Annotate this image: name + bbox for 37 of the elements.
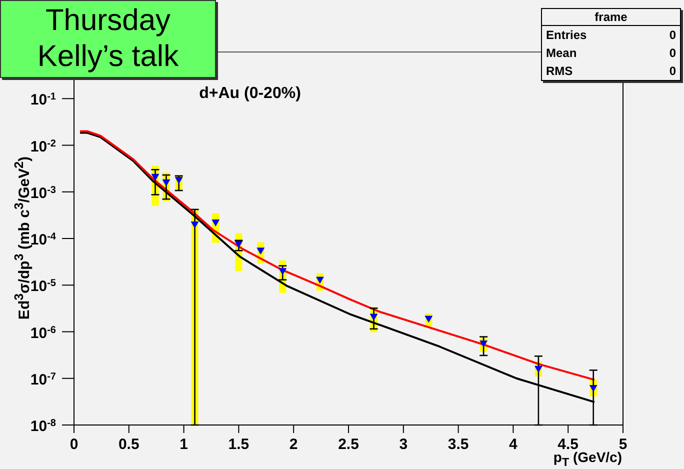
x-tick-label: 0.5 (118, 436, 140, 453)
text: RMS 0 (546, 64, 676, 78)
text: Thursday (44, 3, 172, 39)
y-tick-label: 10$^{-5}$ (30, 278, 56, 296)
point (234, 241, 243, 248)
x-tick-label: 0 (70, 436, 78, 453)
y-tick-label: 10$^{-8}$ (30, 418, 56, 435)
x-tick-label: 3 (399, 436, 408, 453)
text: frame (542, 9, 680, 26)
point (190, 221, 199, 228)
y-tick-label: 10$^{-3}$ (30, 184, 56, 202)
y-tick-label: 10$^{-2}$ (30, 138, 56, 156)
text: Mean 0 (546, 46, 676, 60)
point (212, 220, 220, 227)
point (174, 176, 183, 184)
point (534, 366, 542, 373)
point (480, 340, 488, 348)
point (589, 385, 598, 392)
x-tick-label: 2.5 (338, 436, 359, 453)
y-tick-label: 10$^{-6}$ (30, 324, 56, 342)
y-tick-label: 10$^{-7}$ (30, 370, 56, 388)
x-tick-label: 1.5 (228, 436, 250, 453)
point (256, 248, 265, 255)
x-tick-label: 1 (180, 436, 188, 453)
x-tick-label: 4 (509, 436, 518, 453)
point (370, 314, 378, 321)
point (162, 179, 170, 186)
x-tick-label: 3.5 (448, 436, 469, 453)
point (278, 268, 287, 276)
annotation: Kelly’s talk (36, 39, 180, 75)
y-tick-label: 10$^{-1}$ (30, 91, 56, 109)
point (151, 174, 160, 181)
text: Entries 0 (546, 28, 676, 42)
text: d+Au (0-20%) (199, 85, 301, 102)
point (424, 316, 433, 323)
point (316, 276, 324, 284)
x-tick-label: 2 (289, 436, 298, 453)
